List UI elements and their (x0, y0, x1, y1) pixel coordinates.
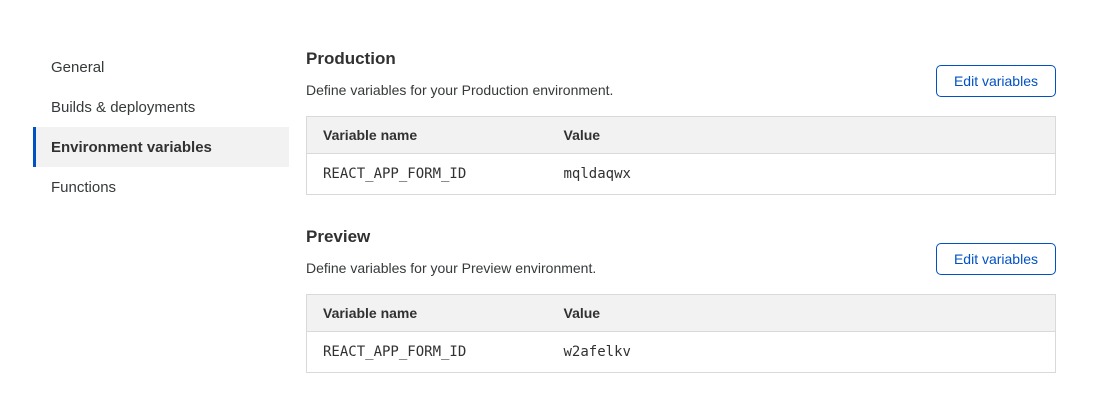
preview-section-description: Define variables for your Preview enviro… (306, 260, 597, 276)
production-section-title: Production (306, 49, 396, 68)
value-column-header: Value (547, 116, 1056, 154)
variable-name-column-header: Variable name (306, 116, 548, 154)
sidebar-item-environment-variables[interactable]: Environment variables (33, 127, 289, 167)
preview-section: Preview Define variables for your Previe… (306, 226, 1056, 373)
production-section-description: Define variables for your Production env… (306, 82, 614, 98)
preview-variables-table: Variable name Value REACT_APP_FORM_ID w2… (306, 294, 1056, 373)
sidebar-item-builds-deployments[interactable]: Builds & deployments (51, 98, 196, 116)
table-row: REACT_APP_FORM_ID w2afelkv (306, 331, 1056, 373)
settings-sidebar: General Builds & deployments Environment… (33, 47, 289, 207)
variable-value-cell: mqldaqwx (547, 153, 1056, 195)
table-header-row: Variable name Value (306, 294, 1056, 332)
production-variables-table: Variable name Value REACT_APP_FORM_ID mq… (306, 116, 1056, 195)
table-row: REACT_APP_FORM_ID mqldaqwx (306, 153, 1056, 195)
preview-edit-variables-button[interactable]: Edit variables (935, 243, 1056, 275)
production-edit-variables-button[interactable]: Edit variables (935, 65, 1056, 97)
sidebar-item-functions[interactable]: Functions (51, 178, 117, 196)
variable-name-cell: REACT_APP_FORM_ID (306, 331, 548, 373)
production-section: Production Define variables for your Pro… (306, 48, 1056, 195)
variable-name-cell: REACT_APP_FORM_ID (306, 153, 548, 195)
sidebar-item-general[interactable]: General (51, 58, 105, 76)
preview-section-title: Preview (306, 227, 371, 246)
variable-name-column-header: Variable name (306, 294, 548, 332)
value-column-header: Value (547, 294, 1056, 332)
variable-value-cell: w2afelkv (547, 331, 1056, 373)
table-header-row: Variable name Value (306, 116, 1056, 154)
